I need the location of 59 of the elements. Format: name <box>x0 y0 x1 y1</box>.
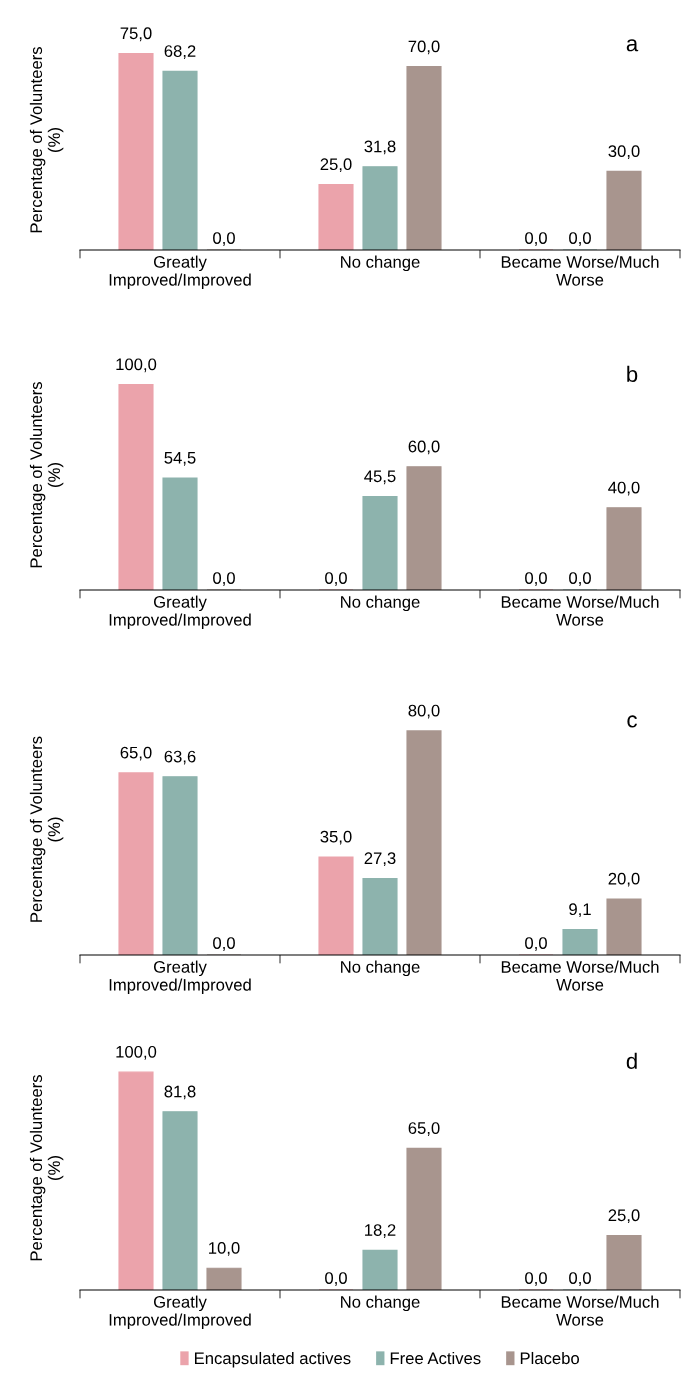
data-label: 63,6 <box>164 750 196 765</box>
x-tick-label: No change <box>341 255 420 272</box>
data-label: 75,0 <box>120 27 152 42</box>
data-label: 0,0 <box>325 1272 347 1286</box>
data-label: 0,0 <box>213 572 235 586</box>
x-tick-label: Became Worse/Much Worse <box>501 595 659 626</box>
legend-label: Free Actives <box>390 1351 481 1365</box>
y-axis-title: Percentage of Volunteers (%) <box>29 382 64 568</box>
data-label: 0,0 <box>525 232 547 246</box>
data-label: 45,5 <box>364 470 396 485</box>
text: d <box>626 1052 637 1070</box>
data-label: 20,0 <box>608 872 640 887</box>
data-label: 25,0 <box>320 158 352 173</box>
data-label: 25,0 <box>608 1209 640 1224</box>
data-label: 0,0 <box>325 572 347 586</box>
data-label: 70,0 <box>408 40 440 55</box>
x-tick-label: Greatly Improved/Improved <box>109 1295 251 1330</box>
data-label: 0,0 <box>213 937 235 951</box>
data-label: 0,0 <box>525 1272 547 1286</box>
data-label: 10,0 <box>209 1242 240 1256</box>
data-label: 40,0 <box>608 481 640 496</box>
data-label: 0,0 <box>213 232 235 246</box>
x-tick-label: Greatly Improved/Improved <box>109 595 251 630</box>
data-label: 0,0 <box>525 572 547 586</box>
data-label: 31,8 <box>364 140 396 155</box>
data-label: 100,0 <box>116 1045 157 1060</box>
x-tick-label: Became Worse/Much Worse <box>501 1295 659 1326</box>
y-axis-title: Percentage of Volunteers (%) <box>29 1075 64 1261</box>
data-label: 60,0 <box>408 440 440 455</box>
data-label: 18,2 <box>365 1224 396 1238</box>
data-label: 81,8 <box>164 1085 196 1100</box>
text: c <box>627 715 637 728</box>
x-tick-label: No change <box>341 960 420 977</box>
data-label: 54,5 <box>164 452 196 466</box>
x-tick-label: No change <box>341 1295 420 1312</box>
data-label: 35,0 <box>320 830 352 845</box>
data-label: 65,0 <box>120 746 152 761</box>
text: b <box>627 365 638 383</box>
text: a <box>626 39 639 52</box>
data-label: 0,0 <box>525 937 547 951</box>
y-axis-title: Percentage of Volunteers (%) <box>29 47 64 233</box>
x-tick-label: No change <box>341 595 420 612</box>
data-label: 9,1 <box>569 903 591 918</box>
y-axis-title: Percentage of Volunteers (%) <box>29 736 64 922</box>
x-tick-label: Became Worse/Much Worse <box>501 255 659 286</box>
data-label: 0,0 <box>569 1272 591 1286</box>
x-tick-label: Became Worse/Much Worse <box>501 960 659 991</box>
x-tick-label: Greatly Improved/Improved <box>109 255 251 290</box>
data-label: 27,3 <box>364 852 396 867</box>
legend-label: Placebo <box>520 1351 580 1365</box>
data-label: 68,2 <box>164 45 196 59</box>
data-label: 100,0 <box>116 358 157 373</box>
x-tick-label: Greatly Improved/Improved <box>109 960 251 995</box>
legend-label: Encapsulated actives <box>194 1351 351 1368</box>
data-label: 0,0 <box>569 572 591 586</box>
data-label: 0,0 <box>569 232 591 246</box>
data-label: 30,0 <box>608 145 640 159</box>
data-label: 65,0 <box>408 1122 440 1136</box>
data-label: 80,0 <box>408 704 440 719</box>
